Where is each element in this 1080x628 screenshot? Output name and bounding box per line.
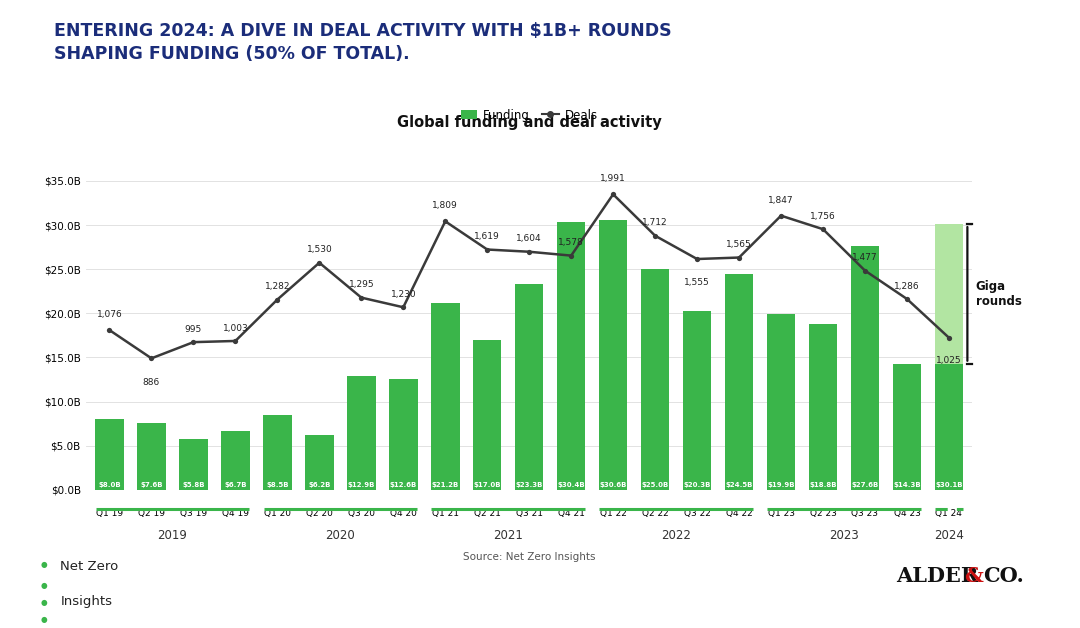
Bar — [305, 435, 334, 490]
Text: 1,295: 1,295 — [349, 280, 374, 290]
Text: Giga
rounds: Giga rounds — [975, 280, 1022, 308]
Text: $17.0B: $17.0B — [473, 482, 501, 488]
Text: $19.9B: $19.9B — [767, 482, 795, 488]
Text: 1,809: 1,809 — [432, 201, 458, 210]
Text: ENTERING 2024: A DIVE IN DEAL ACTIVITY WITH $1B+ ROUNDS
SHAPING FUNDING (50% OF : ENTERING 2024: A DIVE IN DEAL ACTIVITY W… — [54, 22, 672, 63]
Bar — [95, 420, 124, 490]
Bar — [473, 340, 501, 490]
Text: 1,530: 1,530 — [307, 246, 333, 254]
Bar — [221, 431, 249, 490]
Text: Source: Net Zero Insights: Source: Net Zero Insights — [463, 552, 595, 562]
Bar — [851, 246, 879, 490]
Text: &: & — [964, 566, 983, 587]
Text: $12.6B: $12.6B — [390, 482, 417, 488]
Text: $20.3B: $20.3B — [684, 482, 711, 488]
Text: 1,991: 1,991 — [600, 174, 626, 183]
Text: $27.6B: $27.6B — [851, 482, 879, 488]
Text: $23.3B: $23.3B — [515, 482, 543, 488]
Text: $6.2B: $6.2B — [308, 482, 330, 488]
Text: $21.2B: $21.2B — [432, 482, 459, 488]
Text: 1,230: 1,230 — [391, 290, 416, 299]
Bar — [640, 269, 670, 490]
Text: $18.8B: $18.8B — [809, 482, 837, 488]
Text: CO.: CO. — [983, 566, 1024, 587]
Text: 1,619: 1,619 — [474, 232, 500, 241]
Text: $24.5B: $24.5B — [726, 482, 753, 488]
Bar — [179, 438, 207, 490]
Text: Insights: Insights — [60, 595, 112, 608]
Text: 1,076: 1,076 — [96, 310, 122, 319]
Text: 1,477: 1,477 — [852, 253, 878, 263]
Text: $30.4B: $30.4B — [557, 482, 585, 488]
Text: 1,756: 1,756 — [810, 212, 836, 221]
Text: $30.1B: $30.1B — [935, 482, 962, 488]
Text: 1,578: 1,578 — [558, 238, 584, 247]
Legend: Funding, Deals: Funding, Deals — [456, 104, 603, 126]
Bar — [557, 222, 585, 490]
Text: 2022: 2022 — [661, 529, 691, 542]
Bar — [389, 379, 418, 490]
Bar — [431, 303, 459, 490]
Text: 1,712: 1,712 — [643, 219, 667, 227]
Text: $6.7B: $6.7B — [225, 482, 246, 488]
Bar — [767, 314, 795, 490]
Text: $8.5B: $8.5B — [266, 482, 288, 488]
Text: 995: 995 — [185, 325, 202, 334]
Text: 2020: 2020 — [325, 529, 355, 542]
Bar — [599, 220, 627, 490]
Text: $5.8B: $5.8B — [183, 482, 205, 488]
Bar — [934, 364, 963, 490]
Text: 1,604: 1,604 — [516, 234, 542, 244]
Text: 2021: 2021 — [494, 529, 523, 542]
Bar — [347, 376, 376, 490]
Text: 1,282: 1,282 — [265, 282, 291, 291]
Bar — [264, 415, 292, 490]
Bar — [893, 364, 921, 490]
Text: 1,847: 1,847 — [768, 195, 794, 205]
Text: $30.6B: $30.6B — [599, 482, 626, 488]
Text: $8.0B: $8.0B — [98, 482, 121, 488]
Text: 2024: 2024 — [934, 529, 963, 542]
Bar — [725, 274, 754, 490]
Text: ●: ● — [41, 598, 48, 607]
Bar — [934, 224, 963, 364]
Bar — [683, 311, 712, 490]
Text: 1,286: 1,286 — [894, 281, 920, 291]
Text: 1,003: 1,003 — [222, 323, 248, 333]
Text: 1,565: 1,565 — [726, 240, 752, 249]
Bar — [809, 324, 837, 490]
Text: 886: 886 — [143, 378, 160, 387]
Text: 1,025: 1,025 — [936, 355, 961, 365]
Text: 1,555: 1,555 — [685, 278, 710, 288]
Text: Net Zero: Net Zero — [60, 560, 119, 573]
Text: 2019: 2019 — [158, 529, 187, 542]
Text: ALDER: ALDER — [896, 566, 978, 587]
Text: ●: ● — [41, 560, 48, 569]
Text: ●: ● — [41, 581, 48, 590]
Title: Global funding and deal activity: Global funding and deal activity — [396, 115, 662, 130]
Text: $14.3B: $14.3B — [893, 482, 921, 488]
Bar — [515, 284, 543, 490]
Text: ●: ● — [41, 615, 48, 624]
Text: $12.9B: $12.9B — [348, 482, 375, 488]
Text: $7.6B: $7.6B — [140, 482, 163, 488]
Text: 2023: 2023 — [829, 529, 859, 542]
Bar — [137, 423, 165, 490]
Text: $25.0B: $25.0B — [642, 482, 669, 488]
